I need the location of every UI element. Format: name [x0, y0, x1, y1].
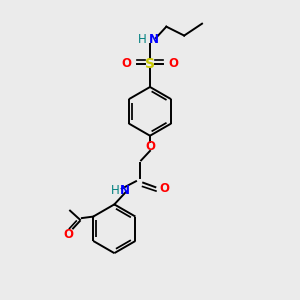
Text: O: O — [169, 57, 178, 70]
Text: N: N — [120, 184, 130, 196]
Text: O: O — [159, 182, 169, 195]
Text: H: H — [138, 33, 146, 46]
Text: O: O — [122, 57, 131, 70]
Text: O: O — [145, 140, 155, 153]
Text: O: O — [64, 228, 74, 241]
Text: S: S — [145, 57, 155, 71]
Text: N: N — [148, 33, 159, 46]
Text: H: H — [111, 184, 120, 196]
